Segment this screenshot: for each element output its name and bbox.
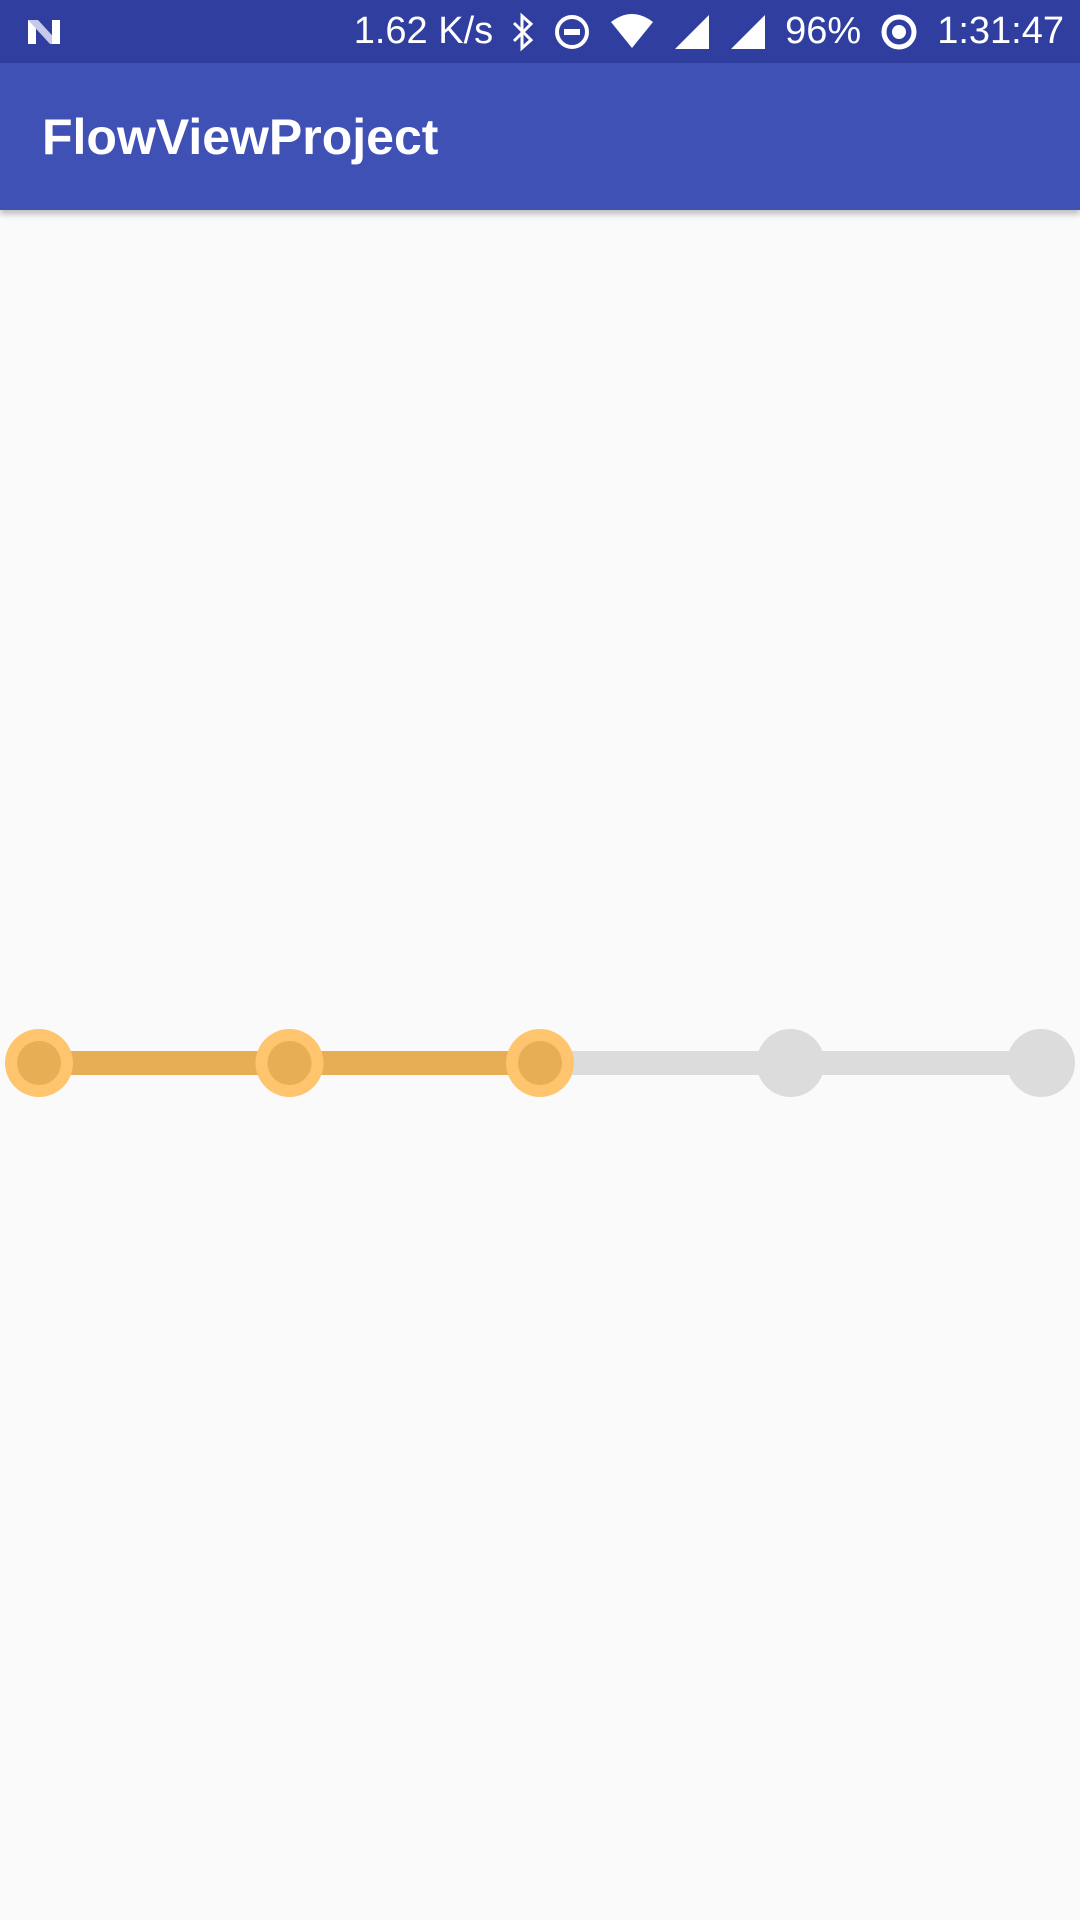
flow-step-3-completed [506, 1029, 574, 1097]
flow-step-1-completed [5, 1029, 73, 1097]
battery-text: 96% [785, 10, 862, 52]
net-speed-text: 1.62 K/s [353, 10, 494, 52]
flow-step-2-completed [255, 1029, 324, 1097]
flow-connector-pending [790, 1051, 1041, 1075]
status-bar: 1.62 K/s 96% [0, 0, 1080, 63]
flow-connector-completed [39, 1051, 290, 1075]
battery-saver-icon [879, 12, 919, 52]
wifi-icon [609, 12, 655, 52]
signal-icon [729, 13, 767, 51]
flow-step-4-pending [756, 1029, 825, 1097]
notification-area [26, 12, 66, 52]
clock-text: 1:31:47 [937, 10, 1064, 52]
app-title: FlowViewProject [42, 108, 439, 165]
flow-progress-graphic [5, 1029, 1075, 1097]
status-icons: 1.62 K/s 96% [354, 0, 1064, 63]
n-logo-icon [26, 16, 66, 48]
flow-connector-completed [289, 1051, 540, 1075]
bluetooth-icon [511, 12, 535, 52]
flow-progress-view [0, 1028, 1080, 1098]
flow-step-5-pending [1007, 1029, 1075, 1097]
app-bar: FlowViewProject [0, 63, 1080, 210]
signal-icon [673, 13, 711, 51]
do-not-disturb-icon [553, 13, 591, 51]
flow-connector-pending [540, 1051, 791, 1075]
